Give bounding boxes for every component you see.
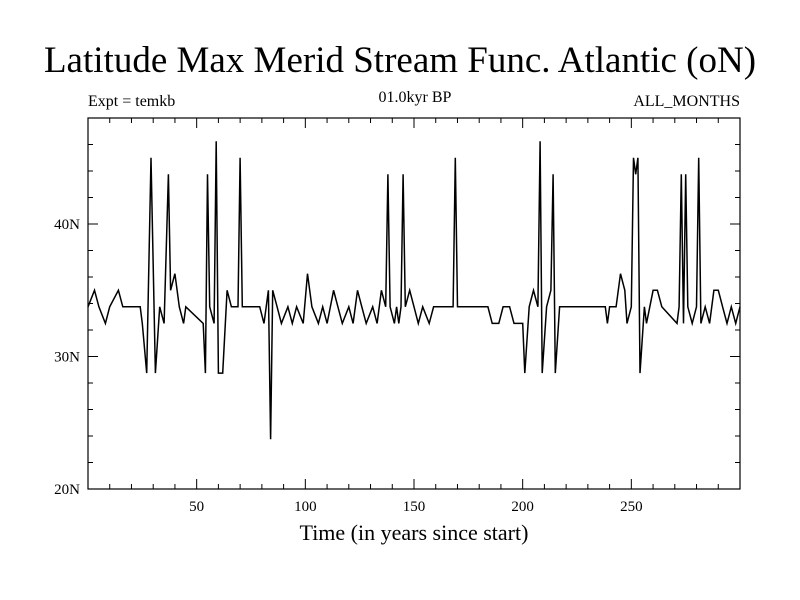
x-tick-label: 50 [189, 499, 204, 515]
y-tick-label: 40N [54, 217, 80, 233]
experiment-label: Expt = temkb [88, 93, 176, 110]
x-tick-label: 200 [511, 499, 534, 515]
period-label: 01.0kyr BP [378, 89, 452, 106]
x-tick-label: 100 [294, 499, 317, 515]
months-label: ALL_MONTHS [633, 93, 740, 110]
y-tick-label: 20N [54, 482, 80, 498]
x-tick-label: 250 [620, 499, 643, 515]
y-tick-label: 30N [54, 350, 80, 366]
chart-title: Latitude Max Merid Stream Func. Atlantic… [43, 40, 757, 81]
axes: 50 100 150 200 250 20N 30N 40N [54, 117, 741, 515]
series-line [87, 141, 741, 440]
series-group [87, 141, 741, 440]
x-axis-label: Time (in years since start) [299, 520, 529, 545]
x-tick-label: 150 [403, 499, 426, 515]
plot-frame [87, 117, 741, 490]
